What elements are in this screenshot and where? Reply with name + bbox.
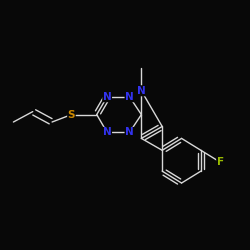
Text: N: N	[125, 128, 134, 138]
Text: N: N	[125, 92, 134, 102]
Text: N: N	[137, 86, 146, 96]
Text: N: N	[103, 92, 112, 102]
Text: S: S	[68, 110, 75, 120]
Text: F: F	[217, 157, 224, 167]
Text: N: N	[103, 128, 112, 138]
